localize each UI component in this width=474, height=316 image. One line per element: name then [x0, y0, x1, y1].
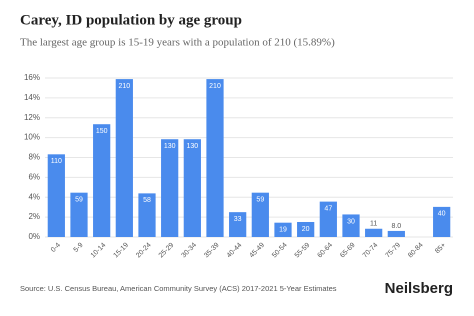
chart-title: Carey, ID population by age group	[20, 12, 242, 28]
bar	[274, 222, 292, 237]
x-tick-label: 50-54	[271, 242, 289, 260]
y-tick-label: 2%	[28, 212, 40, 221]
data-label: 130	[164, 143, 176, 150]
x-tick-label: 10-14	[90, 242, 108, 260]
x-tick-label: 15-19	[112, 242, 130, 260]
data-label: 47	[324, 205, 332, 212]
bar	[387, 230, 405, 237]
y-tick-label: 16%	[24, 73, 40, 82]
y-tick-label: 0%	[28, 232, 40, 241]
bar	[365, 228, 383, 237]
x-tick-label: 25-29	[158, 242, 176, 260]
data-label: 8.0	[391, 223, 401, 230]
bar	[70, 192, 88, 237]
x-tick-label: 55-59	[294, 242, 312, 260]
data-label: 110	[51, 158, 62, 165]
bar	[342, 214, 360, 237]
x-tick-label: 65-69	[339, 242, 357, 260]
bar	[161, 139, 179, 237]
data-label: 19	[279, 227, 287, 234]
x-tick-label: 80-84	[407, 242, 425, 260]
data-label: 40	[438, 211, 446, 218]
bar	[433, 206, 451, 237]
x-tick-label: 60-64	[316, 242, 334, 260]
x-tick-label: 45-49	[248, 242, 266, 260]
bar	[297, 221, 315, 237]
bar	[183, 139, 201, 237]
y-tick-label: 10%	[24, 133, 40, 142]
x-tick-label: 70-74	[362, 242, 380, 260]
data-label: 20	[302, 226, 310, 233]
data-label: 210	[209, 83, 221, 90]
data-label: 59	[256, 197, 264, 204]
bar	[319, 201, 337, 237]
bar	[115, 79, 133, 237]
x-tick-label: 20-24	[135, 242, 153, 260]
bar	[251, 192, 269, 237]
x-tick-label: 75-79	[384, 242, 402, 260]
data-label: 33	[234, 216, 242, 223]
data-label: 59	[75, 197, 83, 204]
bar	[229, 212, 247, 237]
y-tick-label: 14%	[24, 93, 40, 102]
x-tick-label: 30-34	[180, 242, 198, 260]
y-tick-label: 8%	[28, 153, 40, 162]
bar	[93, 124, 111, 237]
bar	[206, 79, 224, 237]
brand: Neilsberg	[385, 280, 453, 297]
data-label: 30	[347, 218, 355, 225]
x-tick-label: 0-4	[50, 242, 62, 254]
bar	[47, 154, 65, 237]
x-tick-label: 85+	[434, 242, 447, 255]
source: Source: U.S. Census Bureau, American Com…	[20, 284, 337, 293]
y-tick-label: 12%	[24, 113, 40, 122]
data-label: 210	[118, 83, 130, 90]
y-tick-label: 6%	[28, 172, 40, 181]
y-tick-label: 4%	[28, 192, 40, 201]
data-label: 58	[143, 197, 151, 204]
x-tick-label: 5-9	[73, 242, 85, 254]
data-label: 150	[96, 128, 108, 135]
data-label: 130	[186, 143, 198, 150]
chart-subtitle: The largest age group is 15-19 years wit…	[20, 37, 335, 49]
data-label: 11	[370, 221, 377, 228]
x-tick-label: 40-44	[226, 242, 244, 260]
bar	[138, 193, 156, 237]
x-tick-label: 35-39	[203, 242, 221, 260]
